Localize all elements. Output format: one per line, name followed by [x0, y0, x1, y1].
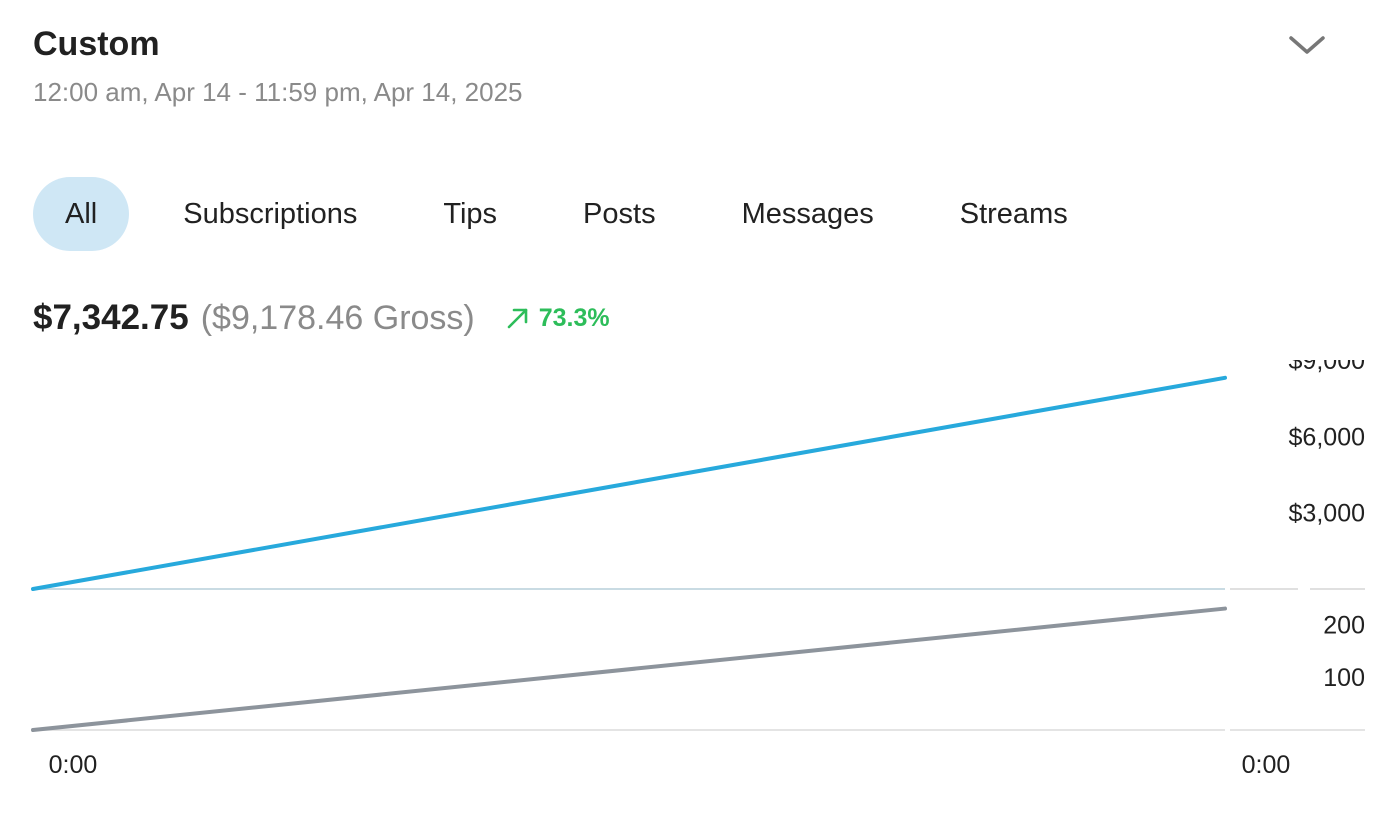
header: Custom 12:00 am, Apr 14 - 11:59 pm, Apr … — [33, 24, 1373, 124]
count-series-line — [31, 606, 1227, 732]
tab-messages[interactable]: Messages — [741, 198, 874, 230]
tab-subscriptions[interactable]: Subscriptions — [183, 198, 358, 230]
gross-earnings: ($9,178.46 Gross) — [200, 298, 475, 337]
date-range: 12:00 am, Apr 14 - 11:59 pm, Apr 14, 202… — [33, 77, 523, 107]
category-tabs: All Subscriptions Tips Posts Messages St… — [33, 177, 1068, 251]
x-tick-label: 0:00 — [49, 751, 98, 779]
change-indicator: 73.3% — [505, 304, 610, 333]
count-tick-label: 200 — [1323, 611, 1365, 639]
earnings-tick-label: $6,000 — [1289, 423, 1365, 451]
date-range-dropdown[interactable] — [1285, 24, 1329, 68]
earnings-tick-label: $3,000 — [1289, 500, 1365, 528]
change-percent: 73.3% — [538, 303, 610, 332]
earnings-tick-label: $9,000 — [1289, 360, 1365, 375]
tab-posts[interactable]: Posts — [583, 198, 656, 230]
tab-streams[interactable]: Streams — [959, 198, 1068, 230]
count-tick-label: 100 — [1323, 664, 1365, 692]
earnings-chart: $9,000 $6,000 $3,000 200 100 0:00 0:00 — [31, 360, 1365, 779]
chevron-down-icon — [1289, 36, 1325, 54]
tab-all[interactable]: All — [33, 177, 130, 251]
net-earnings: $7,342.75 — [33, 298, 189, 337]
arrow-up-right-icon — [507, 308, 528, 329]
earnings-summary: $7,342.75 ($9,178.46 Gross) 73.3% — [33, 293, 610, 343]
earnings-series-line — [31, 375, 1227, 591]
x-tick-label: 0:00 — [1242, 751, 1291, 779]
page-title: Custom — [33, 25, 160, 63]
tab-tips[interactable]: Tips — [443, 198, 498, 230]
